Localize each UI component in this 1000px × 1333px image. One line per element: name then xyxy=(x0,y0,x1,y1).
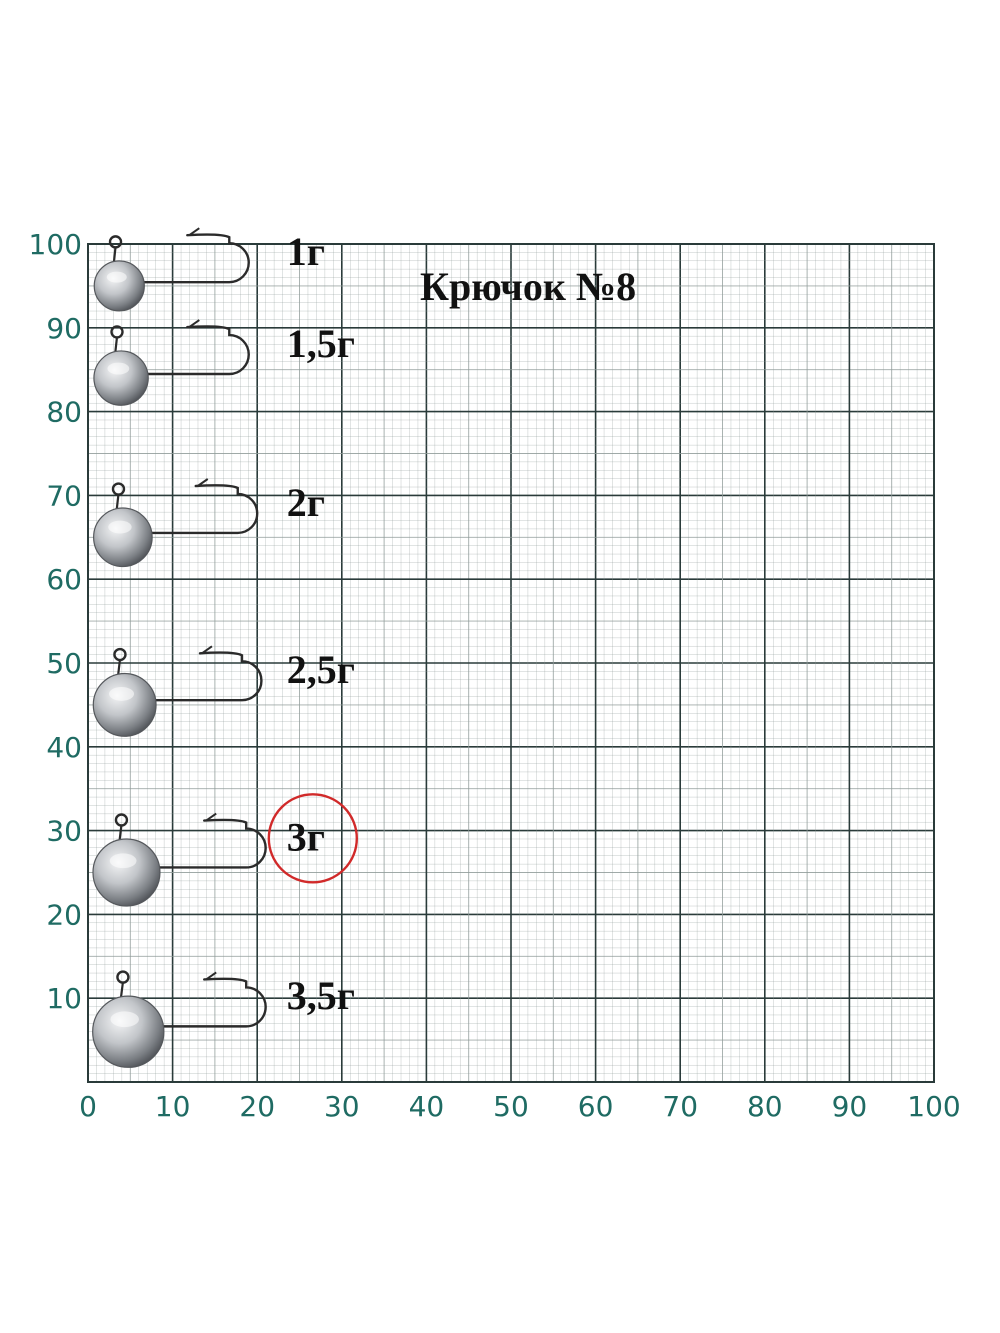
x-axis-labels: 0 10 20 30 40 50 60 70 80 90 100 xyxy=(79,1090,961,1123)
x-tick-label: 60 xyxy=(578,1090,614,1123)
y-tick-label: 30 xyxy=(46,815,82,848)
x-tick-label: 10 xyxy=(155,1090,191,1123)
jig-head-1: 1г xyxy=(93,227,325,312)
hook-barb xyxy=(201,645,213,655)
lead-head xyxy=(92,995,165,1068)
lead-head xyxy=(93,507,153,568)
hook-barb xyxy=(197,478,209,487)
y-tick-label: 60 xyxy=(46,563,82,596)
head-highlight xyxy=(110,1011,139,1028)
eyelet-ring xyxy=(114,813,129,827)
x-tick-label: 50 xyxy=(493,1090,529,1123)
jig-head-3: 2г xyxy=(93,478,325,568)
hook-wire xyxy=(123,651,263,702)
hook-wire xyxy=(127,977,267,1028)
weight-label: 2,5г xyxy=(287,647,355,692)
weight-label: 1,5г xyxy=(287,321,355,366)
highlight-circle xyxy=(267,793,359,884)
x-tick-label: 0 xyxy=(79,1090,97,1123)
y-tick-label: 50 xyxy=(46,647,82,680)
hook-wire xyxy=(119,325,250,376)
weight-label: 2г xyxy=(287,480,325,525)
hook-size-title: Крючок №8 xyxy=(420,264,636,309)
head-highlight xyxy=(106,271,127,283)
grid-border xyxy=(87,243,935,1083)
x-tick-label: 80 xyxy=(747,1090,783,1123)
y-tick-label: 90 xyxy=(46,312,82,345)
y-tick-label: 100 xyxy=(29,228,82,261)
jig-head-6: 3,5г xyxy=(92,970,355,1068)
y-tick-label: 40 xyxy=(46,731,82,764)
y-tick-label: 20 xyxy=(46,898,82,931)
jig-head-4: 2,5г xyxy=(92,645,355,737)
jig-heads: 1г 1,5г 2г 2,5г 3г 3,5г xyxy=(92,227,359,1068)
eyelet-ring xyxy=(108,235,123,249)
y-tick-label: 70 xyxy=(46,479,82,512)
eyelet-ring xyxy=(113,647,127,662)
eyelet-ring xyxy=(116,970,130,984)
jig-head-2: 1,5г xyxy=(93,319,355,406)
hook-barb xyxy=(188,227,200,237)
head-highlight xyxy=(108,687,135,701)
y-tick-label: 10 xyxy=(46,982,82,1015)
graph-paper-grid xyxy=(87,243,935,1083)
hook-barb xyxy=(205,971,217,981)
jig-head-5: 3г xyxy=(92,793,359,907)
head-highlight xyxy=(108,520,132,534)
weight-label: 1г xyxy=(287,229,325,274)
lead-head xyxy=(93,350,149,406)
hook-barb xyxy=(188,319,200,328)
y-tick-label: 80 xyxy=(46,396,82,429)
eyelet-ring xyxy=(110,325,124,339)
weight-label: 3,5г xyxy=(287,973,355,1018)
hook-wire xyxy=(125,818,267,869)
head-highlight xyxy=(109,853,137,869)
lead-head xyxy=(93,260,145,312)
y-axis-labels: 100 90 80 70 60 50 40 30 20 10 xyxy=(29,228,82,1015)
lead-head xyxy=(92,838,161,907)
hook-wire xyxy=(118,233,250,284)
lead-head xyxy=(92,672,157,737)
x-tick-label: 20 xyxy=(239,1090,275,1123)
weight-label: 3г xyxy=(287,814,325,859)
head-highlight xyxy=(107,362,130,375)
hook-barb xyxy=(205,812,217,822)
hook-wire xyxy=(121,484,259,535)
x-tick-label: 100 xyxy=(907,1090,960,1123)
x-tick-label: 90 xyxy=(832,1090,868,1123)
x-tick-label: 30 xyxy=(324,1090,360,1123)
eyelet-ring xyxy=(111,482,126,496)
x-tick-label: 40 xyxy=(409,1090,445,1123)
x-tick-label: 70 xyxy=(662,1090,698,1123)
